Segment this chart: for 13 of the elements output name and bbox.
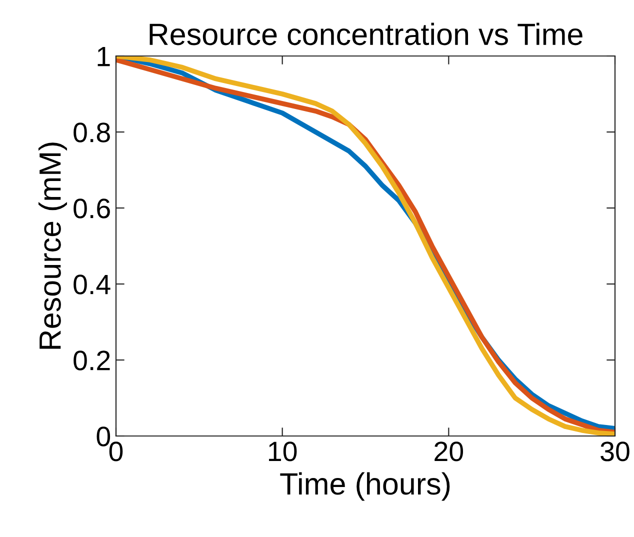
y-tick-label: 0.4 <box>74 274 110 294</box>
x-tick-label: 10 <box>269 442 297 462</box>
y-tick-label: 0.8 <box>74 122 110 142</box>
x-tick-label: 30 <box>600 442 630 462</box>
x-tick-label: 20 <box>434 442 464 462</box>
y-tick-label: 0 <box>96 426 110 446</box>
x-tick-label: 0 <box>109 442 123 462</box>
chart-title: Resource concentration vs Time <box>150 22 582 46</box>
y-tick-label: 1 <box>98 46 110 66</box>
y-axis-title: Resource (mM) <box>38 142 67 349</box>
y-tick-label: 0.2 <box>74 350 110 370</box>
y-tick-label: 0.6 <box>74 198 110 218</box>
x-axis-title: Time (hours) <box>280 472 450 501</box>
